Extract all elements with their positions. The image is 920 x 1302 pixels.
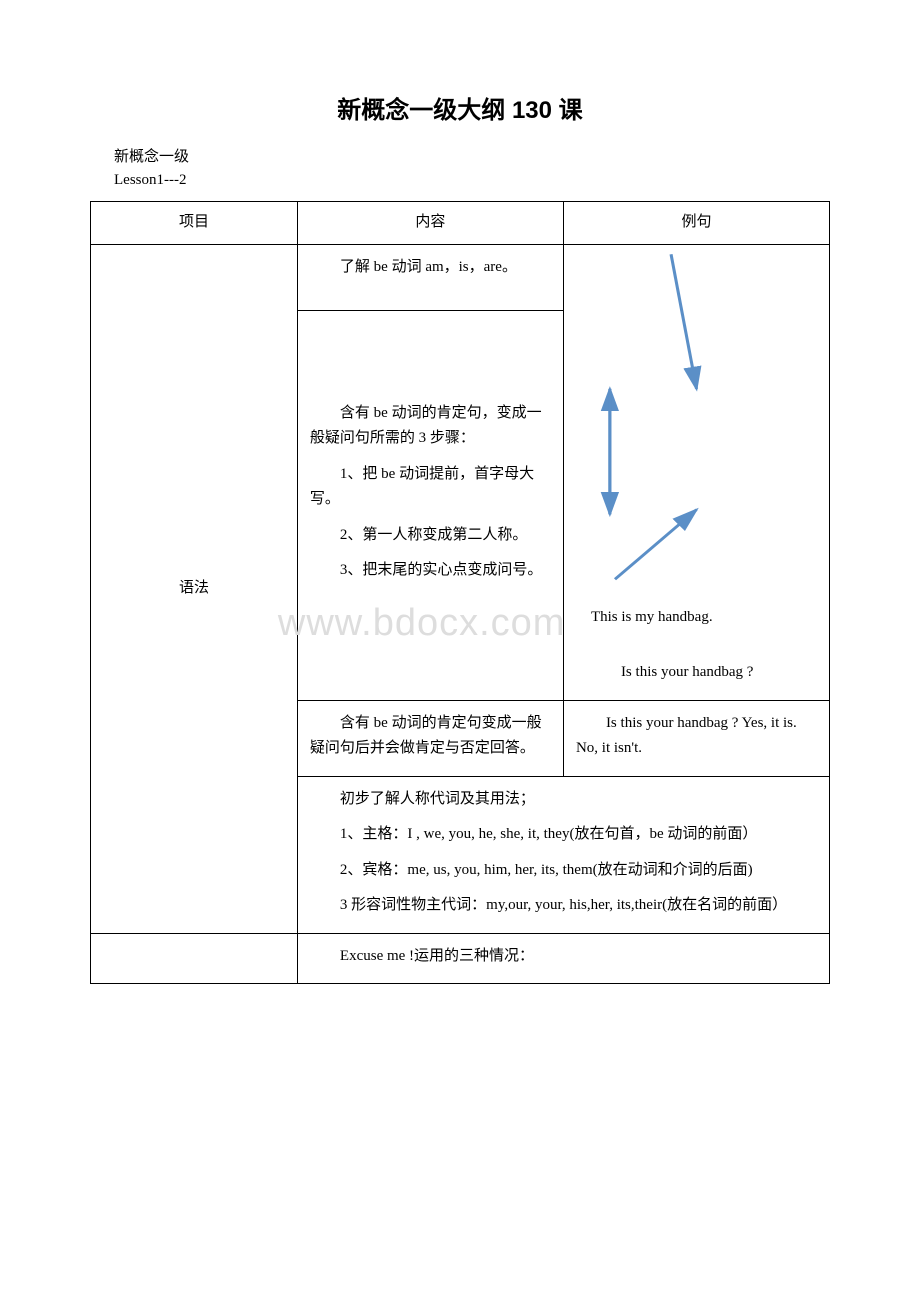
row5-content: Excuse me !运用的三种情况： [297,933,829,984]
header-col1: 项目 [91,202,298,245]
table-header-row: 项目 内容 例句 [91,202,830,245]
row4-content: 初步了解人称代词及其用法； 1、主格：I , we, you, he, she,… [297,776,829,933]
row2-step3: 3、把末尾的实心点变成问号。 [310,558,551,584]
row1-content: 了解 be 动词 am，is，are。 [297,244,563,310]
row3-example-text: Is this your handbag ? Yes, it is. No, i… [576,711,817,762]
row5-text: Excuse me !运用的三种情况： [310,944,817,970]
row1-text: 了解 be 动词 am，is，are。 [310,255,551,281]
row2-example-cell: This is my handbag. Is this your handbag… [563,244,829,700]
table-row: Excuse me !运用的三种情况： [91,933,830,984]
row3-content: 含有 be 动词的肯定句变成一般疑问句后并会做肯定与否定回答。 [297,700,563,776]
row4-intro: 初步了解人称代词及其用法； [310,787,817,813]
row2-step1: 1、把 be 动词提前，首字母大写。 [310,462,551,513]
example2-text: Is this your handbag ? [576,660,817,686]
row3-text: 含有 be 动词的肯定句变成一般疑问句后并会做肯定与否定回答。 [310,711,551,762]
grammar-table: 项目 内容 例句 语法 了解 be 动词 am，is，are。 Th [90,201,830,984]
row5-label [91,933,298,984]
grammar-label-cell: 语法 [91,244,298,933]
lesson-label: Lesson1---2 [114,172,830,189]
header-col3: 例句 [563,202,829,245]
row4-p2: 2、宾格：me, us, you, him, her, its, them(放在… [310,858,817,884]
row2-intro: 含有 be 动词的肯定句，变成一般疑问句所需的 3 步骤： [310,401,551,452]
row3-example: Is this your handbag ? Yes, it is. No, i… [563,700,829,776]
example1-text: This is my handbag. [576,605,817,631]
row2-content: www.bdocx.com 含有 be 动词的肯定句，变成一般疑问句所需的 3 … [297,310,563,700]
page-title: 新概念一级大纲 130 课 [90,90,830,125]
table-row: 语法 了解 be 动词 am，is，are。 This is my handba… [91,244,830,310]
header-col2: 内容 [297,202,563,245]
row4-p3: 3 形容词性物主代词：my,our, your, his,her, its,th… [310,893,817,919]
row4-p1: 1、主格：I , we, you, he, she, it, they(放在句首… [310,822,817,848]
row2-step2: 2、第一人称变成第二人称。 [310,523,551,549]
subtitle: 新概念一级 [114,145,830,166]
